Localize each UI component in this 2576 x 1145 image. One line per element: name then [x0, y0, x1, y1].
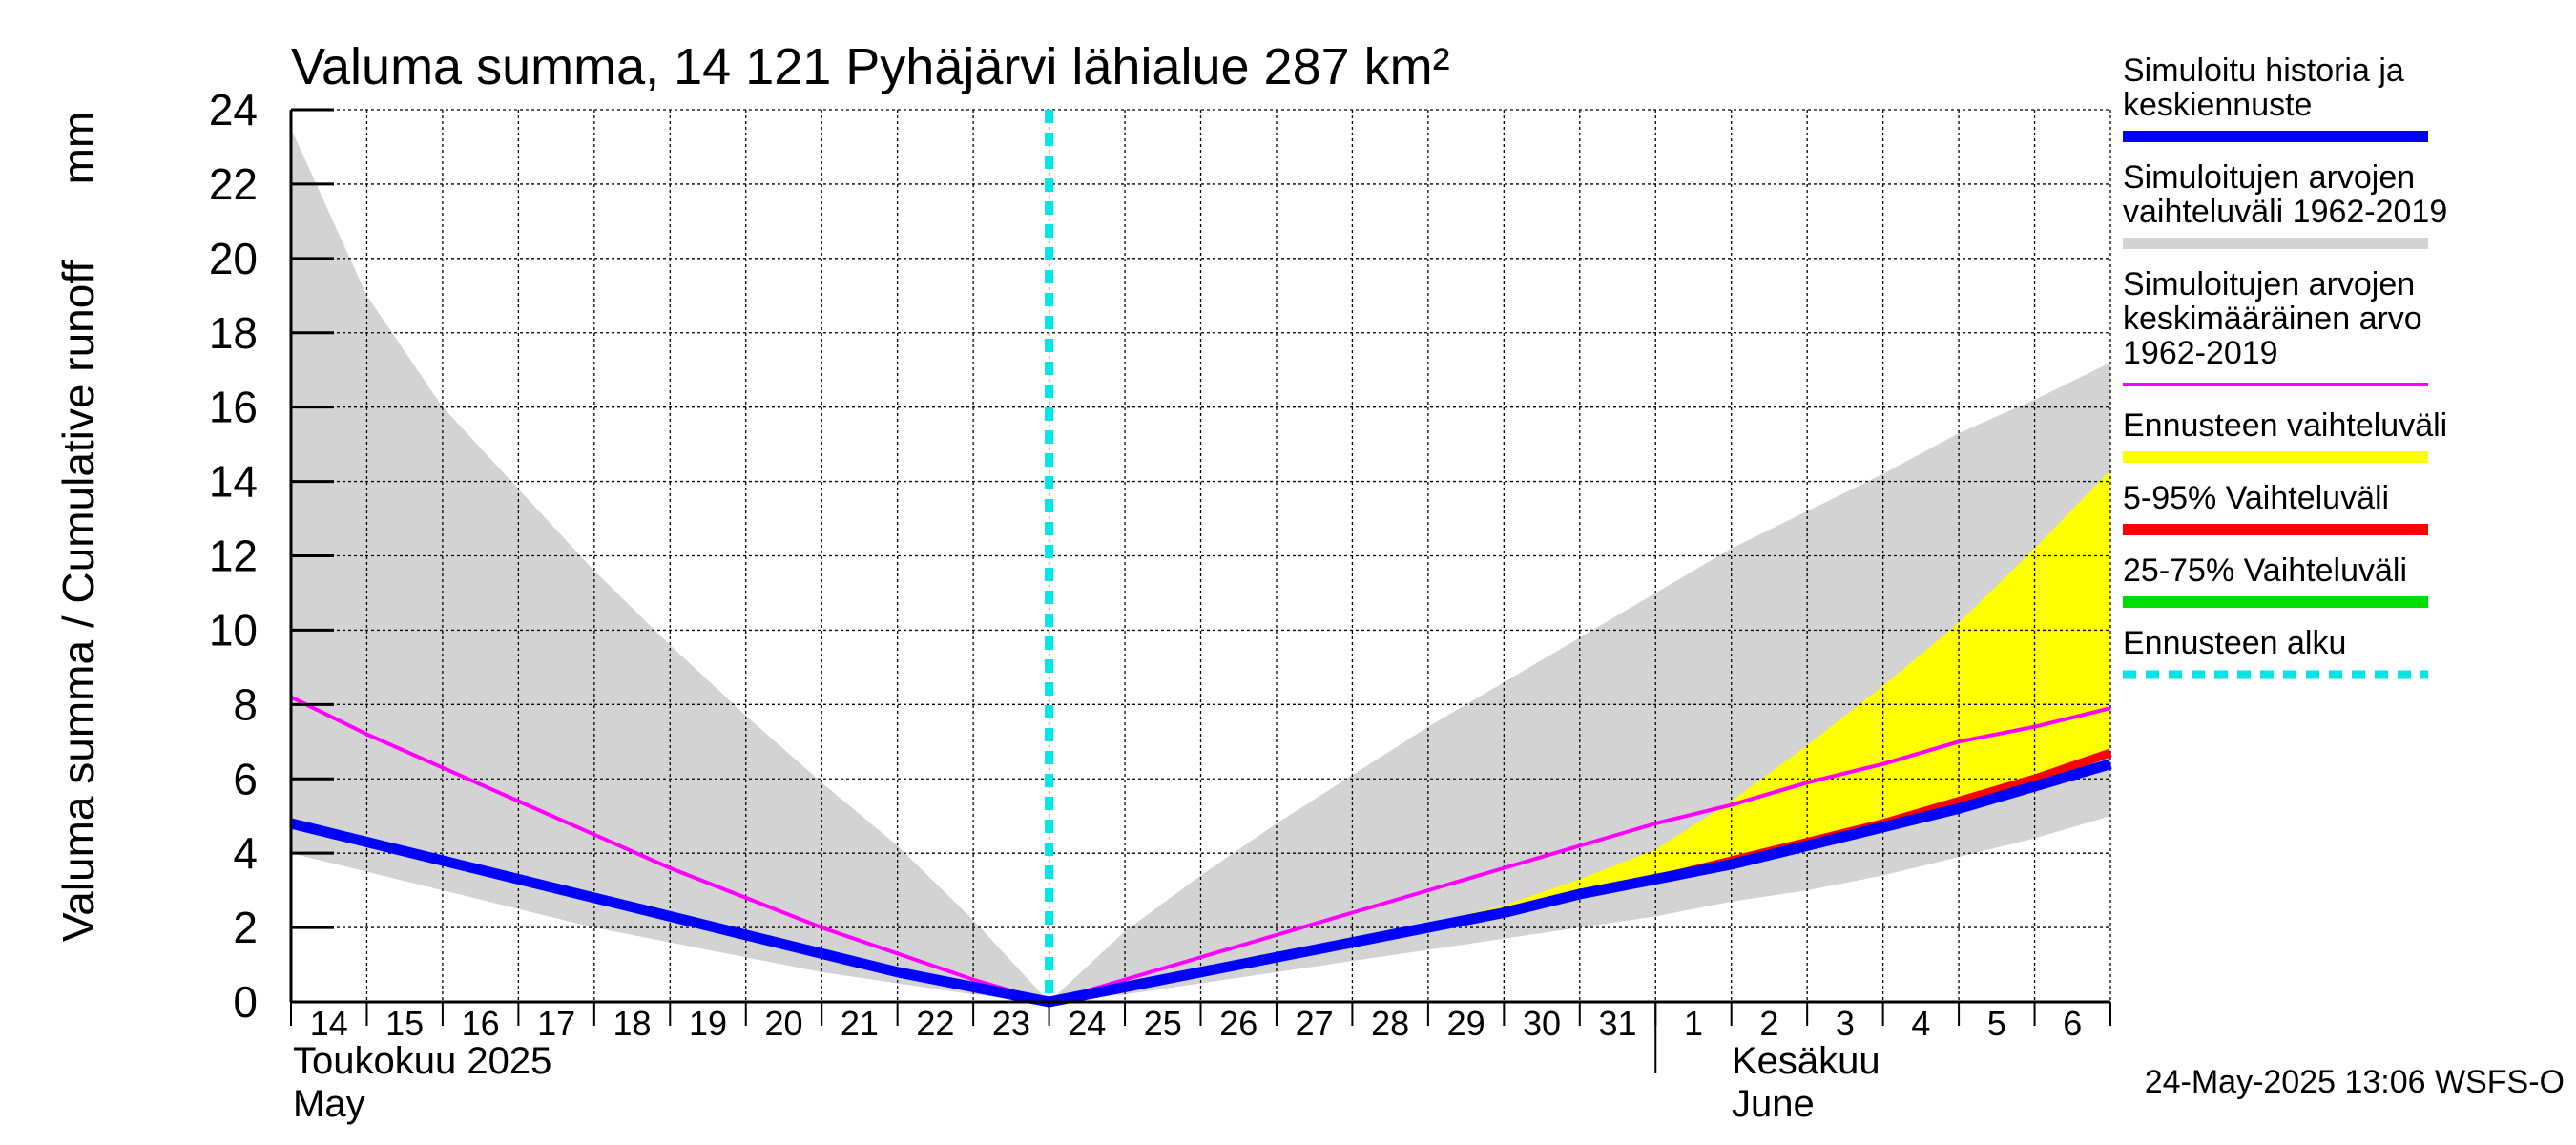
- legend-text: Simuloitu historia ja: [2123, 52, 2404, 89]
- x-day-label: 22: [916, 1004, 954, 1043]
- x-day-label: 25: [1144, 1004, 1182, 1043]
- x-day-label: 19: [689, 1004, 727, 1043]
- legend-text: Simuloitujen arvojen: [2123, 266, 2415, 302]
- x-day-label: 26: [1219, 1004, 1257, 1043]
- y-tick-label: 4: [233, 828, 258, 878]
- legend-text: keskiennuste: [2123, 87, 2312, 123]
- legend-text: Ennusteen vaihteluväli: [2123, 407, 2447, 444]
- x-day-label: 31: [1598, 1004, 1636, 1043]
- band-layer: [291, 128, 2110, 1002]
- x-day-label: 21: [841, 1004, 879, 1043]
- x-day-label: 23: [992, 1004, 1030, 1043]
- legend-text: Ennusteen alku: [2123, 625, 2346, 661]
- line-layer: [289, 110, 2112, 1008]
- series-line-2: [290, 695, 2111, 1004]
- x-day-label: 1: [1684, 1004, 1703, 1043]
- y-tick-label: 6: [233, 754, 258, 803]
- band-0: [291, 128, 2110, 1002]
- x-day-label: 17: [537, 1004, 575, 1043]
- month-label-june-fi: Kesäkuu: [1732, 1040, 1880, 1082]
- footer-timestamp: 24-May-2025 13:06 WSFS-O: [2145, 1064, 2565, 1100]
- x-day-label: 30: [1523, 1004, 1561, 1043]
- y-tick-label: 12: [209, 531, 258, 581]
- x-day-label: 20: [764, 1004, 802, 1043]
- y-tick-label: 24: [209, 85, 258, 135]
- month-label-june-en: June: [1732, 1083, 1815, 1125]
- month-label-may-fi: Toukokuu 2025: [293, 1040, 551, 1082]
- x-day-label: 29: [1447, 1004, 1485, 1043]
- y-tick-label: 0: [233, 977, 258, 1027]
- y-tick-label: 2: [233, 903, 258, 952]
- x-day-label: 28: [1371, 1004, 1409, 1043]
- x-day-label: 4: [1911, 1004, 1930, 1043]
- y-tick-label: 22: [209, 159, 258, 209]
- series-line-3: [289, 759, 2112, 1008]
- x-day-label: 14: [310, 1004, 348, 1043]
- x-day-label: 15: [385, 1004, 424, 1043]
- month-label-may-en: May: [293, 1083, 365, 1125]
- x-day-label: 5: [1987, 1004, 2006, 1043]
- y-tick-label: 16: [209, 383, 258, 432]
- y-tick-label: 18: [209, 308, 258, 358]
- y-tick-label: 10: [209, 605, 258, 655]
- x-day-label: 18: [613, 1004, 652, 1043]
- x-day-label: 3: [1836, 1004, 1855, 1043]
- chart-title: Valuma summa, 14 121 Pyhäjärvi lähialue …: [291, 38, 1450, 95]
- y-tick-label: 8: [233, 679, 258, 729]
- legend-text: keskimääräinen arvo: [2123, 301, 2422, 337]
- legend-text: 5-95% Vaihteluväli: [2123, 480, 2389, 516]
- legend-text: 1962-2019: [2123, 335, 2278, 371]
- x-day-label: 16: [462, 1004, 500, 1043]
- legend-text: 25-75% Vaihteluväli: [2123, 552, 2407, 589]
- x-day-label: 24: [1068, 1004, 1106, 1043]
- legend-text: vaihteluväli 1962-2019: [2123, 194, 2447, 230]
- x-day-label: 6: [2063, 1004, 2082, 1043]
- y-tick-label: 14: [209, 457, 258, 507]
- legend-text: Simuloitujen arvojen: [2123, 159, 2415, 196]
- x-day-label: 27: [1296, 1004, 1334, 1043]
- y-tick-label: 20: [209, 234, 258, 283]
- y-axis-label: Valuma summa / Cumulative runoff: [53, 260, 103, 942]
- band-1: [1049, 469, 2110, 1002]
- y-axis-unit: mm: [53, 112, 103, 185]
- x-day-label: 2: [1759, 1004, 1778, 1043]
- x-axis-ticks: 14 15 16 17 18 19 20 21 22 23 24 25 26 27 28 29 30 31 1 2 3 4…: [290, 1002, 2111, 1073]
